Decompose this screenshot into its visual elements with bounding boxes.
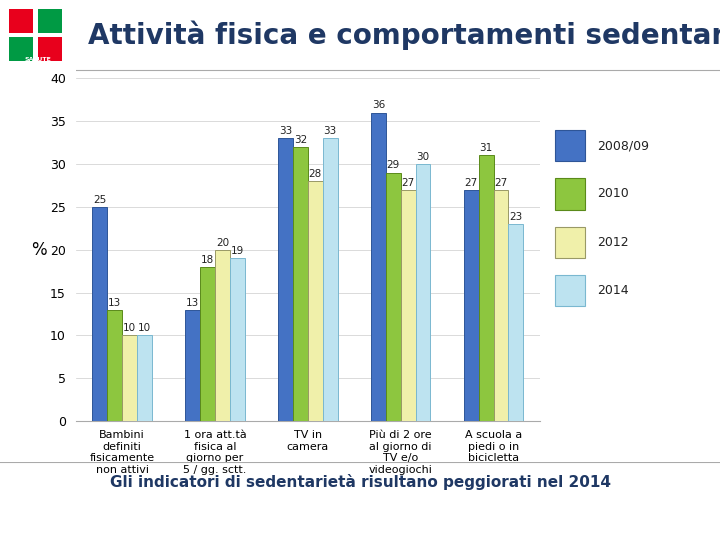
Text: Attività fisica e comportamenti sedentari: Attività fisica e comportamenti sedentar… — [89, 20, 720, 50]
Bar — [37, 10, 62, 33]
Bar — [92, 207, 107, 421]
Text: 30: 30 — [416, 152, 430, 162]
Bar — [556, 130, 585, 161]
Bar — [371, 112, 386, 421]
Bar — [464, 190, 479, 421]
Bar — [215, 249, 230, 421]
Y-axis label: %: % — [31, 241, 47, 259]
Bar — [556, 275, 585, 306]
Text: 29: 29 — [387, 160, 400, 171]
Text: SALUTE: SALUTE — [24, 57, 51, 62]
Bar — [293, 147, 307, 421]
Bar — [386, 173, 400, 421]
Bar — [307, 181, 323, 421]
Text: 27: 27 — [464, 178, 478, 187]
Text: 2014: 2014 — [597, 284, 629, 297]
Bar — [200, 267, 215, 421]
Text: 13: 13 — [108, 298, 121, 308]
Bar — [508, 224, 523, 421]
Text: 13: 13 — [186, 298, 199, 308]
Bar — [137, 335, 152, 421]
Text: 2010: 2010 — [597, 187, 629, 200]
Bar — [278, 138, 293, 421]
Bar — [9, 37, 33, 60]
Text: 32: 32 — [294, 135, 307, 145]
Bar — [323, 138, 338, 421]
Bar — [494, 190, 508, 421]
Text: 25: 25 — [93, 195, 107, 205]
Bar — [107, 310, 122, 421]
Bar — [479, 156, 494, 421]
Text: 2008/09: 2008/09 — [597, 139, 649, 152]
Bar — [556, 178, 585, 210]
Text: Gli indicatori di sedentarietà risultano peggiorati nel 2014: Gli indicatori di sedentarietà risultano… — [109, 475, 611, 490]
Text: 33: 33 — [323, 126, 337, 136]
Bar — [185, 310, 200, 421]
Bar — [400, 190, 415, 421]
Bar — [9, 10, 33, 33]
Bar — [415, 164, 431, 421]
Text: 18: 18 — [201, 255, 214, 265]
Text: 23: 23 — [509, 212, 523, 222]
Text: 20: 20 — [216, 238, 229, 248]
Text: 31: 31 — [480, 143, 492, 153]
Text: 28: 28 — [309, 169, 322, 179]
Bar — [122, 335, 137, 421]
Text: 27: 27 — [402, 178, 415, 187]
Text: 36: 36 — [372, 100, 385, 111]
Bar — [556, 227, 585, 258]
Text: 33: 33 — [279, 126, 292, 136]
Text: 19: 19 — [230, 246, 244, 256]
Text: 10: 10 — [123, 323, 136, 333]
Text: 27: 27 — [495, 178, 508, 187]
Bar — [37, 37, 62, 60]
Bar — [230, 258, 245, 421]
Text: 10: 10 — [138, 323, 151, 333]
Text: 2012: 2012 — [597, 236, 629, 249]
